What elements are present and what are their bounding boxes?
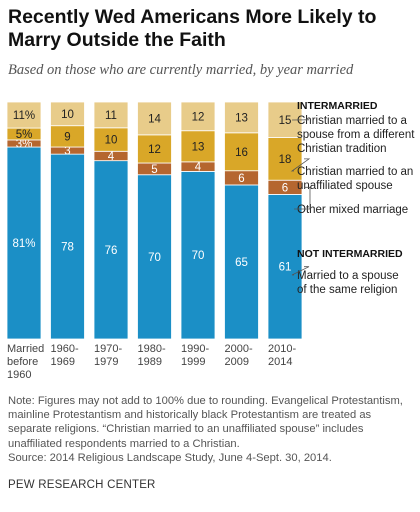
data-label: 6 [238,173,244,185]
legend-heading-intermarried: INTERMARRIED [297,100,378,112]
bar-segment [137,174,172,340]
data-label: 6 [282,182,288,194]
data-label: 11 [105,110,117,122]
data-label: 11% [13,110,35,122]
x-tick-label: 2000-2009 [225,343,253,368]
legend-heading-not-intermarried: NOT INTERMARRIED [297,248,403,260]
data-label: 13 [192,141,205,153]
data-label: 4 [195,162,202,174]
chart-title: Recently Wed Americans More Likely to Ma… [8,6,377,51]
data-label: 76 [105,245,118,257]
bar-segment [224,132,259,172]
legend-leader-line [294,186,311,210]
data-label: 9 [64,131,70,143]
x-tick-label: 1990-1999 [181,343,209,368]
legend-item-label: Married to a spouse of the same religion [297,270,399,296]
x-tick-label: Married before 1960 [7,343,44,381]
bar-segment [180,171,216,340]
data-label: 5% [16,129,33,141]
data-label: 3% [16,138,33,150]
data-label: 78 [61,242,74,254]
source-line: Source: 2014 Religious Landscape Study, … [8,451,332,464]
x-tick-label: 1970-1979 [94,343,122,368]
data-label: 12 [192,111,205,123]
bar-segment [93,160,129,340]
bar-segment [93,101,129,129]
bar-segment [6,101,42,129]
chart-subtitle: Based on those who are currently married… [8,62,354,78]
data-label: 10 [61,109,74,121]
stacked-bar-chart: 81% 3%5% 11% Married before 1960 78 3 9 10 1960-19… [6,100,415,381]
data-label: 81% [12,238,35,250]
legend-leader-line [291,266,310,276]
data-label: 13 [235,112,248,124]
data-label: 3 [64,146,70,158]
note-line: Note: Figures may not add to 100% due to… [8,395,403,407]
legend-item-label: Christian married to an unaffiliated spou… [297,166,413,192]
data-label: 65 [235,257,248,269]
data-label: 14 [148,113,161,125]
bar-segment [224,101,259,134]
bar-segment [6,146,42,340]
bar-segment [137,101,172,136]
data-label: 10 [105,135,118,147]
legend-item-label: Christian married to a spouse from a diff… [297,115,415,155]
bar-segment [180,101,216,132]
data-label: 61 [279,262,292,274]
data-label: 16 [235,147,248,159]
data-label: 5 [151,164,157,176]
bar-segment [50,153,85,340]
data-label: 4 [108,151,115,163]
bar-segment [137,134,172,164]
x-tick-label: 2010-2014 [268,343,296,368]
note-line: mainline Protestantism and historically … [8,409,372,422]
data-label: 70 [148,252,161,264]
note-line: unaffiliated respondents married to a Ch… [8,437,240,450]
data-label: 12 [148,144,161,156]
bar-segment [50,101,85,127]
data-label: 70 [192,250,205,262]
chart-notes: Note: Figures may not add to 100% due to… [8,394,412,465]
bar-segment [180,130,216,163]
x-tick-label: 1960-1969 [51,343,79,368]
bar-segment [224,184,259,340]
note-line: separate religions. “Christian married t… [8,423,364,436]
bar-segment [267,137,303,181]
data-label: 18 [279,154,292,166]
pew-research-credit: PEW RESEARCH CENTER [8,479,156,491]
data-label: 15 [279,115,292,127]
x-tick-label: 1980-1989 [138,343,166,368]
legend-item-label: Other mixed marriage [297,204,408,216]
legend-leader-line [290,158,311,172]
